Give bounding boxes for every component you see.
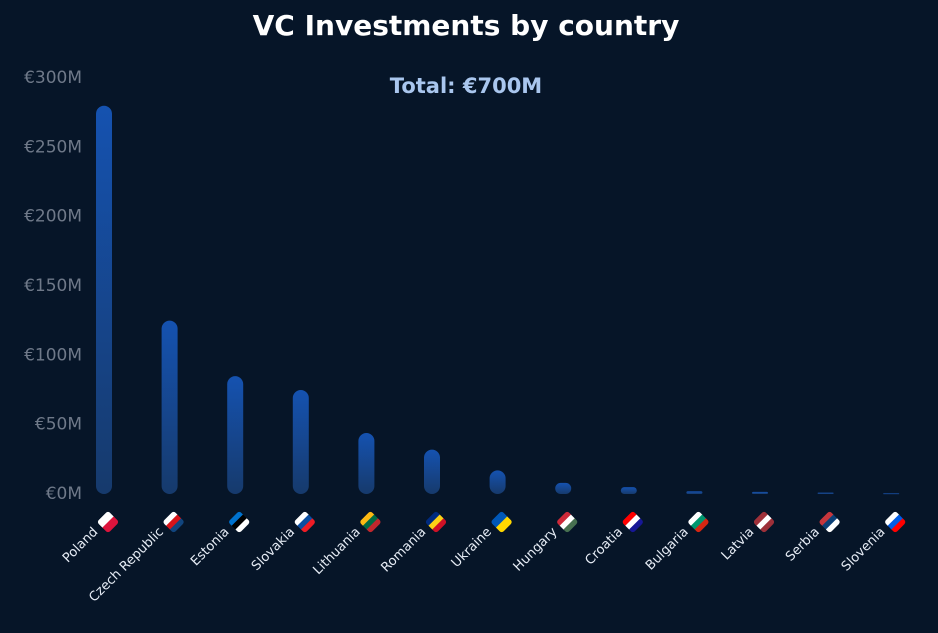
flag-stripe bbox=[891, 518, 907, 534]
flag-stripe bbox=[559, 514, 576, 530]
flag-stripe bbox=[366, 518, 382, 534]
flag-stripes bbox=[227, 510, 251, 534]
flag-stripes bbox=[162, 510, 185, 534]
flag-stripes bbox=[752, 510, 776, 534]
flag-stripe bbox=[621, 510, 637, 527]
x-tick-label: Serbia bbox=[783, 525, 823, 565]
flag-stripe bbox=[362, 514, 379, 530]
flag-stripe bbox=[227, 510, 244, 527]
flag-stripe bbox=[887, 514, 904, 530]
y-tick-label: €50M bbox=[35, 415, 82, 435]
flag-stripes bbox=[687, 510, 710, 534]
flag-stripe bbox=[818, 510, 834, 527]
flag-stripe bbox=[555, 510, 572, 527]
x-tick-label: Latvia bbox=[719, 525, 758, 564]
flag-stripe bbox=[756, 514, 772, 530]
flag-stripe bbox=[359, 510, 375, 527]
flag-icon bbox=[883, 510, 907, 534]
y-tick-label: €100M bbox=[24, 345, 82, 365]
bar bbox=[358, 432, 375, 494]
flag-icon bbox=[359, 510, 382, 534]
flag-stripe bbox=[690, 514, 707, 530]
flag-icon bbox=[752, 510, 776, 534]
chart-title: VC Investments by country bbox=[253, 9, 680, 42]
flag-icon bbox=[621, 510, 645, 534]
flag-stripe bbox=[166, 514, 182, 530]
flag-icon bbox=[227, 510, 251, 534]
flag-icon bbox=[293, 510, 317, 534]
x-tick-label: Slovakia bbox=[249, 525, 298, 574]
bar bbox=[752, 491, 768, 494]
y-tick-label: €300M bbox=[24, 68, 82, 88]
bar bbox=[424, 449, 440, 494]
bar bbox=[555, 482, 572, 494]
flag-stripe bbox=[883, 510, 900, 527]
flag-stripes bbox=[96, 510, 120, 534]
bar bbox=[883, 493, 900, 495]
flag-stripe bbox=[424, 510, 441, 527]
x-tick-label: Slovenia bbox=[839, 525, 889, 575]
flag-icon bbox=[555, 510, 579, 534]
flag-stripes bbox=[490, 510, 513, 534]
bar bbox=[227, 376, 244, 494]
x-tick-label: Bulgaria bbox=[643, 525, 692, 574]
flag-stripes bbox=[555, 510, 579, 534]
y-tick-label: €200M bbox=[24, 207, 82, 227]
flag-stripe bbox=[495, 516, 513, 534]
x-tick-label: Croatia bbox=[582, 525, 626, 569]
flag-stripe bbox=[96, 510, 115, 529]
x-tick-label: Ukraine bbox=[449, 525, 495, 571]
flag-stripes bbox=[359, 510, 382, 534]
y-tick-label: €0M bbox=[46, 484, 82, 504]
bar bbox=[817, 492, 834, 494]
flag-stripes bbox=[883, 510, 907, 534]
bar bbox=[161, 320, 178, 494]
y-tick-label: €250M bbox=[24, 137, 82, 157]
flag-icon bbox=[96, 510, 120, 534]
flag-stripe bbox=[231, 514, 248, 530]
x-tick-label: Hungary bbox=[511, 524, 561, 574]
flag-stripe bbox=[825, 518, 841, 534]
bar bbox=[96, 105, 112, 494]
flag-stripe bbox=[629, 518, 645, 534]
flag-stripe bbox=[297, 514, 313, 530]
bar bbox=[489, 470, 506, 494]
flag-stripe bbox=[752, 510, 769, 527]
x-tick-label: Poland bbox=[60, 525, 101, 566]
chart-subtitle: Total: €700M bbox=[390, 74, 542, 98]
flag-stripe bbox=[687, 510, 703, 527]
flag-icon bbox=[818, 510, 841, 534]
flag-icon bbox=[490, 510, 513, 534]
flag-stripes bbox=[424, 510, 448, 534]
flag-stripe bbox=[432, 518, 448, 534]
flag-icon bbox=[424, 510, 448, 534]
flag-stripe bbox=[822, 514, 838, 530]
bar bbox=[292, 390, 309, 494]
flag-stripes bbox=[621, 510, 645, 534]
x-tick-label: Estonia bbox=[188, 525, 232, 569]
flag-stripe bbox=[301, 518, 317, 534]
x-tick-label: Romania bbox=[378, 525, 429, 576]
flag-stripe bbox=[428, 514, 444, 530]
flag-stripe bbox=[293, 510, 309, 527]
flag-stripes bbox=[293, 510, 317, 534]
flag-stripe bbox=[162, 510, 178, 527]
flag-icon bbox=[687, 510, 710, 534]
y-tick-label: €150M bbox=[24, 276, 82, 296]
bar bbox=[620, 487, 637, 494]
x-tick-label: Lithuania bbox=[311, 525, 364, 578]
flag-icon bbox=[162, 510, 185, 534]
flag-stripe bbox=[563, 518, 579, 534]
flag-stripe bbox=[490, 510, 508, 529]
flag-stripe bbox=[235, 518, 251, 534]
flag-stripe bbox=[625, 514, 641, 530]
flag-stripe bbox=[102, 516, 120, 534]
flag-stripe bbox=[169, 518, 185, 534]
flag-stripes bbox=[818, 510, 841, 534]
flag-stripe bbox=[760, 518, 776, 534]
bar bbox=[686, 491, 703, 494]
flag-stripe bbox=[694, 518, 710, 534]
